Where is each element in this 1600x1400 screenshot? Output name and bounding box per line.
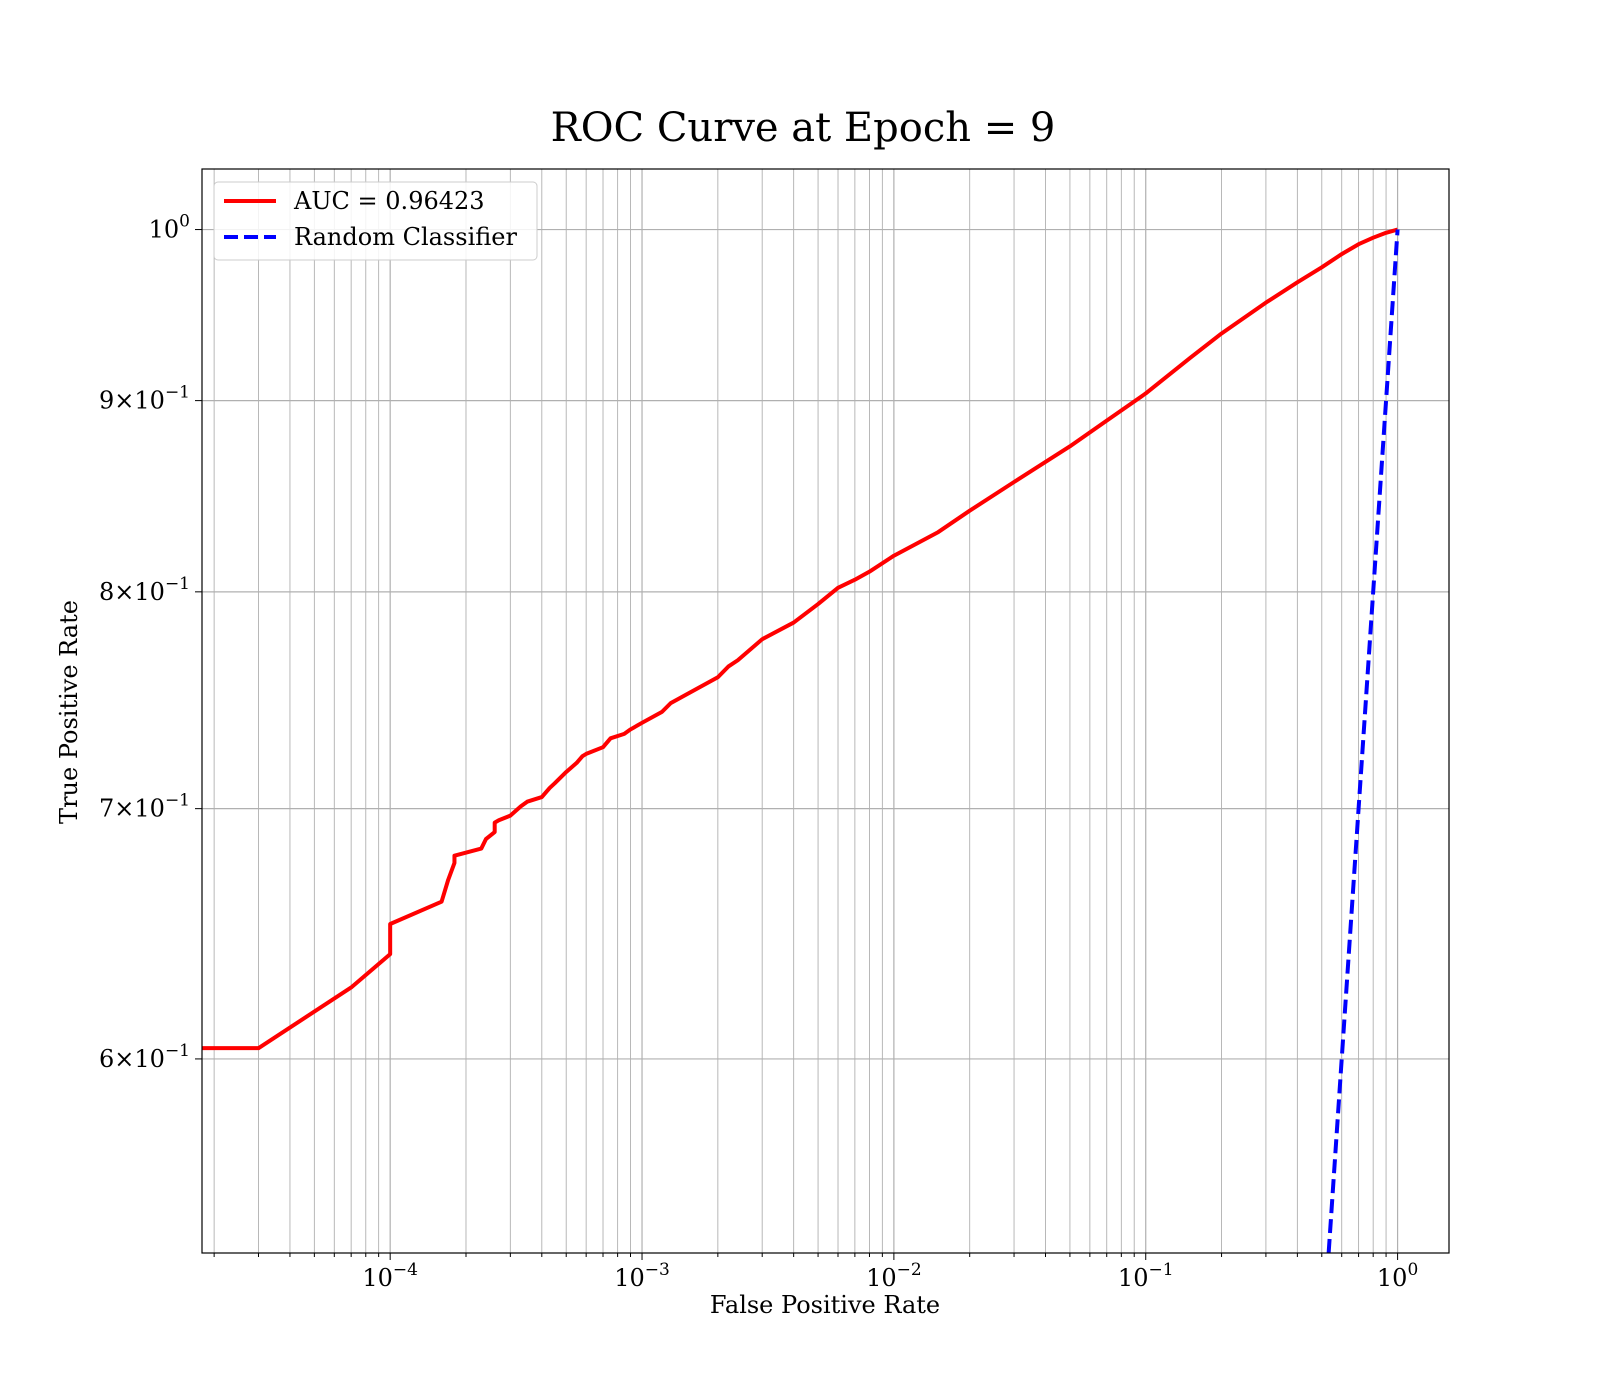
- y-tick-label: 7×10−1: [99, 791, 190, 823]
- grid: [202, 169, 1449, 1253]
- x-tick-label: 10−4: [362, 1260, 418, 1292]
- legend-label-roc: AUC = 0.96423: [293, 187, 485, 215]
- y-axis-label: True Positive Rate: [55, 600, 83, 824]
- legend-box: [213, 181, 538, 261]
- x-tick-label: 10−1: [1118, 1260, 1174, 1292]
- y-tick-label: 9×10−1: [99, 383, 190, 415]
- y-tick-label: 8×10−1: [99, 574, 190, 606]
- roc-curve-line: [202, 227, 1399, 1051]
- series-layer: [202, 227, 1400, 1253]
- x-tick-label: 100: [1377, 1260, 1418, 1292]
- plot-frame: [201, 168, 1450, 1254]
- legend-label-random: Random Classifier: [294, 223, 517, 251]
- x-tick-label: 10−2: [866, 1260, 922, 1292]
- chart-title: ROC Curve at Epoch = 9: [551, 105, 1056, 151]
- x-tick-label: 10−3: [614, 1260, 670, 1292]
- legend: AUC = 0.96423 Random Classifier: [213, 181, 538, 261]
- x-axis: 10−4 10−3 10−2 10−1 100: [213, 1253, 1418, 1292]
- x-axis-label: False Positive Rate: [710, 1291, 940, 1319]
- y-tick-label: 6×10−1: [99, 1041, 190, 1073]
- y-axis: 100 9×10−1 8×10−1 7×10−1 6×10−1: [99, 212, 202, 1073]
- random-classifier-line: [1326, 229, 1400, 1253]
- y-tick-label: 100: [149, 212, 190, 244]
